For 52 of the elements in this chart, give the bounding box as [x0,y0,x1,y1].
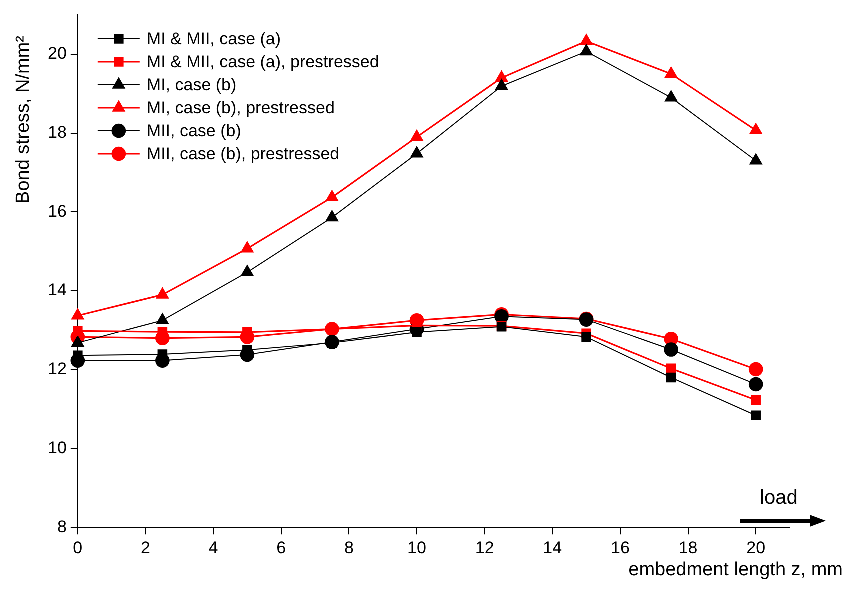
y-axis-title: Bond stress, N/mm² [13,36,35,204]
legend-label: MII, case (b), prestressed [146,144,340,164]
x-tick-label: 6 [276,538,286,558]
point [751,410,761,421]
y-tick-label: 12 [48,360,67,379]
legend-label: MI, case (b), prestressed [146,98,335,118]
x-tick-label: 12 [475,538,494,558]
x-tick-label: 0 [73,538,83,558]
point [750,154,762,165]
y-tick-label: 16 [48,202,67,221]
point [751,395,761,406]
y-tick-label: 14 [48,280,67,300]
y-tick-label: 10 [48,438,67,458]
y-tick-label: 20 [48,44,67,64]
point [750,123,762,134]
point [666,372,676,383]
x-axis-title: embedment length z, mm [628,560,843,581]
legend-label: MI & MII, case (a) [146,30,282,49]
point [495,70,508,82]
point [241,265,254,276]
point [748,362,764,377]
x-tick-label: 4 [208,538,218,558]
point [241,242,254,253]
x-tick-label: 18 [678,538,698,558]
legend-label: MI & MII, case (a), prestressed [146,52,380,72]
point [665,66,678,78]
x-tick-label: 14 [543,538,562,558]
x-tick-label: 10 [408,538,426,558]
point [326,210,339,222]
point [582,332,592,342]
point [580,44,593,56]
x-tick-label: 8 [344,538,354,558]
point [495,79,508,90]
point [664,342,678,357]
point [410,146,424,158]
legend-label: MII, case (b) [146,122,242,141]
annotation: load [760,487,798,510]
point [72,308,84,320]
legend-label: MI, case (b) [146,76,237,95]
point [410,130,424,142]
y-tick-label: 8 [57,517,67,536]
point [580,34,593,46]
point [748,377,764,392]
x-tick-label: 16 [610,538,630,558]
point [665,90,678,102]
point [73,326,83,336]
point [666,364,676,374]
y-tick-label: 18 [48,122,67,142]
x-tick-label: 20 [746,538,766,558]
point [156,288,169,299]
point [326,190,339,202]
x-tick-label: 2 [140,538,150,558]
